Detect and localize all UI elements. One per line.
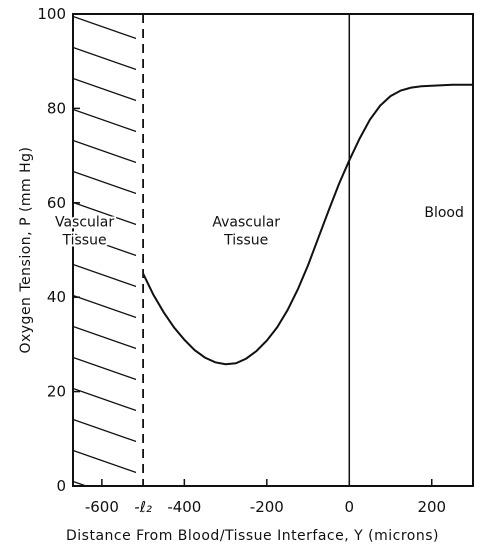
- region-label-blood: Blood: [424, 205, 464, 221]
- y-tick-label-100: 100: [37, 5, 66, 23]
- hatch-line-11: [73, 325, 136, 350]
- hatch-line-5: [73, 139, 136, 164]
- region-label-avascular: Avascular: [212, 214, 280, 230]
- y-tick-label-0: 0: [56, 477, 66, 495]
- x-ticks: -600 -400 -200 0 200 -ℓ₂: [85, 479, 446, 516]
- hatch-line-16: [73, 480, 89, 486]
- y-tick-label-80: 80: [47, 99, 66, 117]
- hatch-line-3: [73, 77, 136, 102]
- hatch-line-15: [73, 449, 136, 474]
- y-axis-label: Oxygen Tension, P (mm Hg): [18, 146, 34, 353]
- region-label-tissue: Tissue: [223, 232, 268, 248]
- vascular-tissue-hatching: [69, 0, 145, 486]
- y-tick-label-60: 60: [47, 194, 66, 212]
- hatch-line-8: [73, 232, 136, 257]
- hatch-line-12: [73, 356, 136, 381]
- x-tick-label--400: -400: [167, 498, 201, 516]
- y-tick-label-40: 40: [47, 288, 66, 306]
- hatch-line-10: [73, 294, 136, 319]
- region-label-vascular: Vascular: [55, 214, 114, 230]
- region-label-tissue: Tissue: [61, 232, 106, 248]
- hatch-line-1: [73, 15, 136, 40]
- y-ticks: 0 20 40 60 80 100: [37, 5, 80, 495]
- x-axis-label: Distance From Blood/Tissue Interface, Y …: [66, 528, 439, 544]
- plot-frame: [72, 13, 474, 487]
- hatch-line-0: [69, 0, 145, 11]
- region-labels: Vascular Tissue Avascular Tissue Blood: [53, 205, 464, 250]
- x-tick-label--600: -600: [85, 498, 119, 516]
- hatch-line-2: [73, 46, 136, 71]
- hatch-line-13: [73, 387, 136, 412]
- boundary-lines: [142, 14, 351, 486]
- y-tick-label-20: 20: [47, 383, 66, 401]
- x-tick-label-200: 200: [417, 498, 446, 516]
- hatch-line-14: [73, 418, 136, 443]
- hatch-line-7: [73, 201, 136, 226]
- hatch-line-9: [73, 263, 136, 288]
- x-tick-label-l2: -ℓ₂: [134, 498, 152, 516]
- hatch-line-4: [73, 108, 136, 133]
- x-tick-label-0: 0: [345, 498, 355, 516]
- oxygen-tension-curve: [142, 83, 473, 366]
- hatch-line-6: [73, 170, 136, 195]
- x-tick-label--200: -200: [250, 498, 284, 516]
